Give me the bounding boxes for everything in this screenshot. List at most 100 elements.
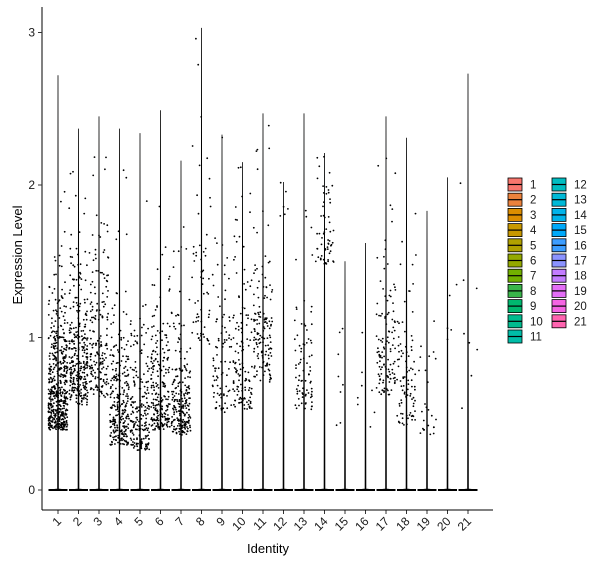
point [217,367,220,370]
point [325,228,328,231]
point [140,349,143,352]
point [253,350,255,353]
point [197,300,199,302]
point [56,302,59,305]
point [218,405,221,407]
point [55,421,57,424]
point [152,349,155,352]
point [212,359,215,362]
point [299,361,302,364]
point [428,355,431,358]
point [164,368,167,371]
point [223,341,226,344]
point [405,366,408,369]
point [309,339,312,342]
point [60,394,62,397]
point [83,387,86,389]
point [113,401,116,403]
point [271,320,274,323]
point [85,314,88,317]
point [327,191,330,194]
point [124,420,126,422]
point [151,393,154,395]
point [153,284,156,287]
point [322,185,324,188]
point [140,378,142,381]
point [62,424,65,426]
point [303,323,306,325]
point [49,368,52,370]
point [141,395,144,398]
point [159,296,162,299]
point [301,396,304,398]
violin-group-12 [273,181,294,491]
point [76,371,79,373]
point [85,397,87,400]
point [401,240,403,243]
point [56,310,58,313]
point [83,341,86,344]
x-tick-label: 7 [172,514,187,529]
point [100,371,102,374]
point [133,335,136,337]
point [178,405,181,408]
point [94,248,97,251]
point [145,332,148,334]
point [232,316,235,319]
point [181,426,184,428]
point [375,335,378,337]
point [388,330,391,333]
point [261,336,263,339]
point [235,240,238,243]
point [232,360,235,362]
point [94,292,97,295]
point [91,280,94,283]
point [58,407,61,410]
point [71,388,73,390]
x-tick-label: 12 [270,514,290,534]
point [170,424,173,427]
point [52,368,55,371]
point [98,354,100,356]
point [52,395,55,397]
point [252,304,255,307]
point [81,355,84,357]
point [82,362,85,364]
point [56,390,59,393]
point [126,369,129,372]
point [62,400,65,402]
point [250,279,253,282]
point [144,406,147,408]
point [152,404,155,406]
point [48,285,51,288]
point [53,375,56,378]
point [163,356,165,359]
point [410,415,413,418]
point [79,302,82,305]
point [122,393,125,396]
point [116,414,119,416]
point [127,427,130,430]
point [48,363,51,366]
point [50,377,52,379]
point [140,352,143,355]
point [91,305,94,308]
point [77,383,79,385]
point [323,216,326,219]
point [391,372,394,374]
point [399,380,402,382]
point [119,416,122,419]
point [257,311,259,314]
legend-item-7: 7 [507,268,536,283]
point [387,358,389,361]
point [160,412,162,415]
point [379,280,382,282]
point [399,263,402,266]
point [197,315,200,318]
point [433,426,435,429]
point [304,407,306,410]
point [77,347,80,349]
point [314,260,317,263]
point [84,197,87,200]
point [197,63,200,66]
